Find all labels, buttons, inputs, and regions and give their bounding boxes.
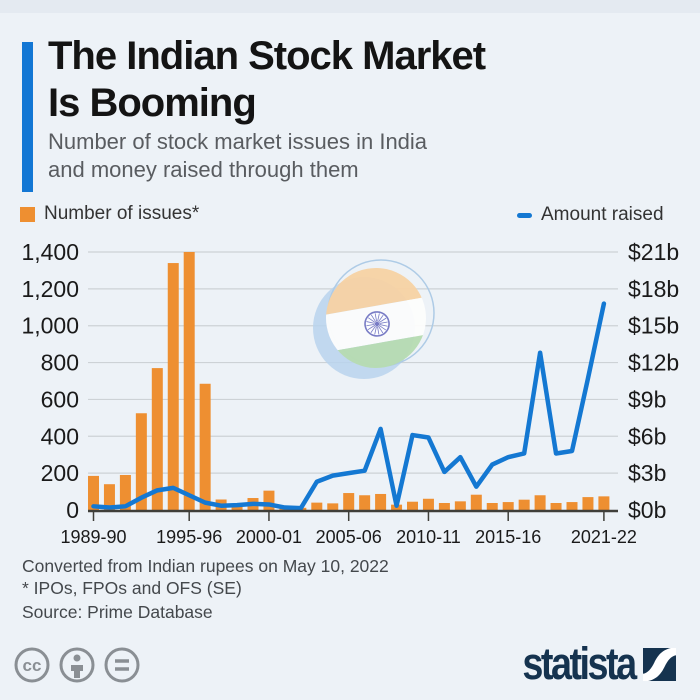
bar-2012-13 [454,501,466,510]
bar-1994-95 [167,263,179,510]
statista-wordmark: statista [522,638,638,689]
bar-1991-92 [119,474,131,510]
bar-2006-07 [359,495,371,510]
bar-1995-96 [183,252,195,510]
attribution-person-icon[interactable] [59,647,95,683]
bar-2000-01 [263,490,275,510]
source-note: Source: Prime Database [22,602,213,622]
bar-2009-10 [407,501,418,510]
right-axis-tick-label: $3b [628,460,666,486]
x-axis-tick-label: 2000-01 [236,527,302,547]
right-axis-tick-label: $21b [628,239,679,265]
x-axis-tick-label: 2021-22 [571,527,637,547]
left-axis-tick-label: 800 [41,350,79,376]
bar-1993-94 [151,368,163,510]
svg-text:cc: cc [23,656,42,675]
bar-2018-19 [550,502,562,510]
bar-2005-06 [343,493,355,510]
india-flag-watermark [313,259,435,379]
statista-logo[interactable]: statista [501,638,676,689]
page-title: The Indian Stock Market Is Booming [48,33,486,127]
title-accent-bar [22,42,33,192]
line-series-dash-icon [517,212,532,218]
bar-2013-14 [470,494,482,510]
left-axis-tick-label: 0 [66,497,79,523]
creative-commons-badges[interactable]: cc [12,645,142,685]
bar-2021-22 [598,496,610,510]
bar-1996-97 [199,383,211,510]
bar-1989-90 [88,475,99,510]
title-line-2: Is Booming [48,81,257,125]
legend-line-label: Amount raised [541,204,664,225]
legend-bars: Number of issues* [20,203,199,225]
axis-labels: 0 $0b 200 $3b 400 $6b 600 $9b 800 $12b 1,000 $15b 1,… [21,239,679,547]
right-axis-tick-label: $15b [628,313,679,339]
no-derivatives-equals-icon[interactable] [104,647,140,683]
bar-2003-04 [311,502,323,510]
x-axis [88,509,618,521]
cc-icon[interactable]: cc [14,647,50,683]
bar-2015-16 [502,502,514,510]
bar-1990-91 [103,484,115,510]
legend-bars-label: Number of issues* [44,203,200,224]
legend-line: Amount raised [517,204,664,226]
asterisk-note: * IPOs, FPOs and OFS (SE) [22,578,242,598]
right-axis-tick-label: $12b [628,350,679,376]
subtitle-line-1: Number of stock market issues in India [48,129,428,154]
x-axis-tick-label: 2015-16 [475,527,541,547]
flag-saffron-band [318,260,434,319]
bar-1998-99 [231,506,243,510]
bar-2016-17 [518,499,530,510]
x-axis-tick-label: 1989-90 [60,527,126,547]
bar-2011-12 [438,502,450,510]
right-axis-tick-label: $0b [628,497,666,523]
page-subtitle: Number of stock market issues in India a… [48,128,427,184]
bar-1992-93 [135,413,147,510]
x-axis-tick-label: 2005-06 [316,527,382,547]
bar-2014-15 [486,502,498,510]
right-axis-tick-label: $6b [628,423,666,449]
left-axis-tick-label: 1,400 [21,239,79,265]
statista-logo-mark-icon [643,648,676,681]
bar-series-swatch-icon [20,206,35,222]
top-strip [0,0,700,13]
right-axis-tick-label: $9b [628,386,666,412]
left-axis-tick-label: 200 [41,460,79,486]
x-axis-tick-label: 2010-11 [396,527,461,547]
bar-2010-11 [422,498,434,510]
left-axis-tick-label: 600 [41,386,79,412]
left-axis-tick-label: 1,200 [21,276,79,302]
bar-2020-21 [582,497,594,510]
left-axis-tick-label: 400 [41,423,79,449]
left-axis-tick-label: 1,000 [21,313,79,339]
conversion-note: Converted from Indian rupees on May 10, … [22,556,389,576]
subtitle-line-2: and money raised through them [48,157,359,182]
line-series [91,301,607,511]
bar-2004-05 [327,503,339,510]
title-line-1: The Indian Stock Market [48,34,486,78]
x-axis-tick-label: 1995-96 [156,527,222,547]
bar-2019-20 [566,502,578,510]
bar-2017-18 [534,495,546,510]
ashoka-chakra-icon [364,311,390,337]
bar-2007-08 [375,493,387,510]
right-axis-tick-label: $18b [628,276,679,302]
